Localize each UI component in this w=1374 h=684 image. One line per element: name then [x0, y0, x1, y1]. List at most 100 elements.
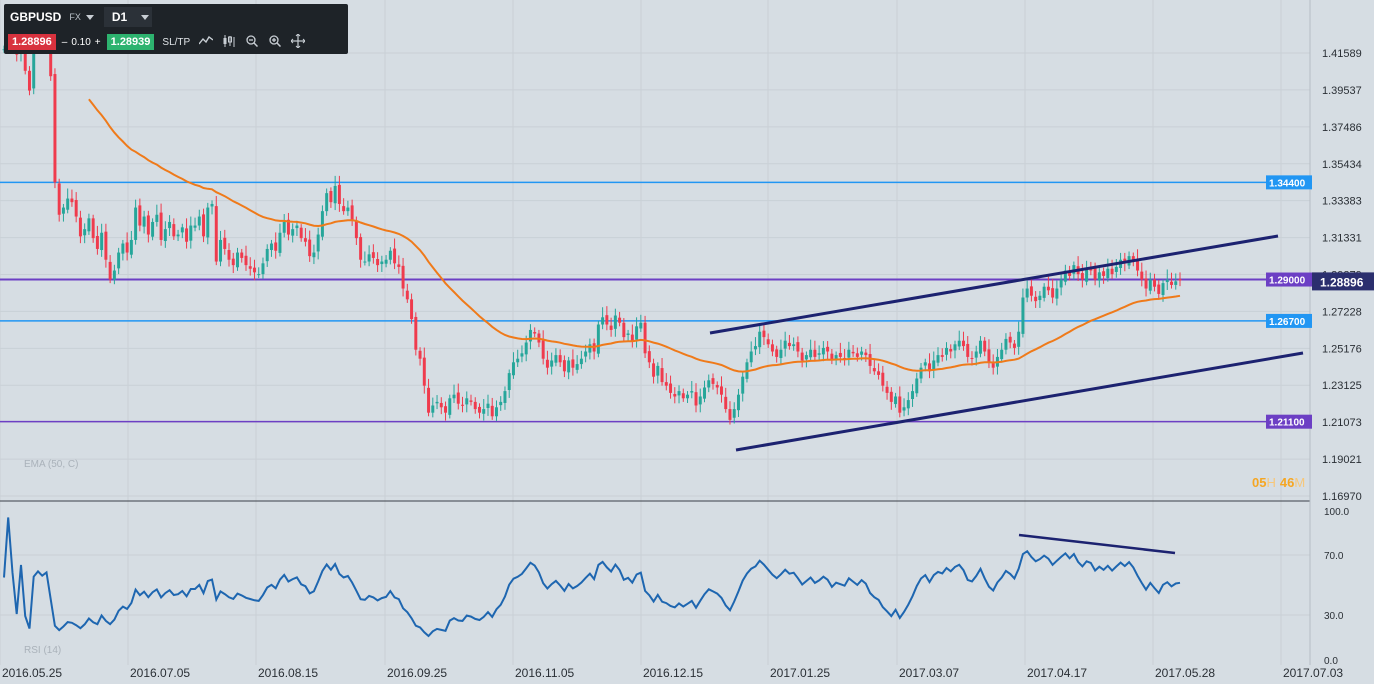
candle-body	[66, 198, 70, 210]
candle-body	[461, 404, 464, 406]
rsi-indicator-label[interactable]: RSI (14)	[24, 645, 61, 656]
symbol-selector[interactable]: GBPUSD	[10, 10, 62, 24]
candle-body	[1051, 288, 1055, 298]
trendlines[interactable]	[709, 234, 1304, 452]
candle-body	[100, 232, 104, 251]
chart-toolbar: GBPUSD FX D1 1.28896 – 0.10 + 1.28939 SL…	[4, 4, 348, 54]
rsi-line	[3, 517, 1181, 638]
candle-body	[121, 243, 125, 254]
sell-price-button[interactable]: 1.28896	[8, 34, 56, 50]
ema-indicator-label[interactable]: EMA (50, C)	[24, 459, 78, 470]
candle-body	[775, 349, 779, 357]
buy-price-button[interactable]: 1.28939	[106, 34, 155, 50]
candle-body	[703, 387, 706, 399]
line-chart-icon[interactable]	[198, 35, 214, 49]
candle-body	[112, 270, 116, 280]
candle-body	[214, 206, 218, 262]
candle-body	[223, 237, 227, 249]
candle-body	[647, 351, 651, 363]
candle-body	[1021, 297, 1025, 334]
candle-body	[707, 380, 711, 388]
candle-body	[635, 326, 639, 340]
candle-body	[1093, 268, 1097, 280]
price-axis-tick-label: 1.39537	[1322, 85, 1362, 97]
candle-body	[622, 322, 626, 338]
candle-body	[342, 206, 346, 212]
candle-body	[860, 351, 864, 355]
date-axis-tick-label: 2017.05.28	[1155, 666, 1215, 680]
candle-body	[456, 392, 460, 404]
candle-body	[138, 205, 142, 226]
candle-body	[320, 211, 324, 237]
candle-body	[397, 264, 401, 267]
spread-plus[interactable]: +	[94, 36, 101, 48]
candle-body	[478, 406, 481, 413]
candle-body	[282, 221, 286, 233]
candlesticks	[2, 21, 1182, 425]
market-label: FX	[69, 12, 81, 22]
candle-body	[957, 340, 961, 347]
candle-body	[308, 239, 312, 257]
candle-body	[991, 363, 995, 368]
price-axis[interactable]: 1.41589 1.39537 1.37486 1.35434 1.33383 1.313…	[1322, 48, 1362, 503]
upper-channel-line[interactable]	[709, 234, 1279, 335]
candles-icon[interactable]	[222, 34, 236, 50]
zoom-in-icon[interactable]	[268, 34, 282, 50]
candle-body	[1080, 273, 1084, 280]
candle-body	[940, 355, 944, 357]
timeframe-selector[interactable]: D1	[103, 7, 152, 27]
date-axis-tick-label: 2016.11.05	[515, 666, 574, 680]
candle-body	[274, 242, 278, 251]
candle-body	[499, 401, 503, 406]
date-axis[interactable]: 2016.05.25 2016.07.05 2016.08.15 2016.09.25…	[2, 666, 1343, 680]
candle-body	[1174, 281, 1178, 285]
price-axis-tick-label: 1.33383	[1322, 196, 1362, 208]
candle-body	[528, 329, 532, 342]
candle-body	[987, 349, 991, 363]
candle-body	[741, 376, 745, 394]
candle-body	[732, 409, 736, 418]
spread-minus[interactable]: –	[61, 36, 68, 48]
crosshair-icon[interactable]	[290, 32, 306, 51]
grid	[0, 0, 1310, 665]
candle-body	[405, 290, 409, 300]
rsi-axis: 100.0 70.0 30.0 0.0	[1324, 507, 1349, 667]
candle-body	[851, 351, 855, 354]
candle-body	[248, 266, 252, 269]
candle-body	[371, 252, 375, 258]
candle-body	[367, 254, 371, 262]
candle-body	[596, 324, 600, 354]
candle-body	[431, 405, 435, 413]
candle-body	[354, 221, 358, 239]
candle-body	[74, 199, 78, 217]
rsi-axis-tick-label: 70.0	[1324, 551, 1344, 562]
candle-body	[834, 355, 838, 361]
date-axis-tick-label: 2017.07.03	[1283, 666, 1343, 680]
candle-body	[961, 340, 965, 347]
candle-body	[550, 360, 554, 367]
sltp-button[interactable]: SL/TP	[162, 36, 191, 48]
zoom-out-icon[interactable]	[245, 34, 259, 50]
candle-body	[974, 351, 978, 358]
candle-body	[108, 261, 112, 280]
candle-body	[932, 360, 936, 371]
candle-body	[953, 344, 957, 351]
symbol-dropdown-icon[interactable]	[85, 14, 94, 20]
date-axis-tick-label: 2017.01.25	[770, 666, 830, 680]
candle-body	[1110, 268, 1114, 275]
lower-channel-line[interactable]	[735, 351, 1304, 452]
candle-body	[758, 331, 762, 348]
candle-body	[125, 242, 129, 253]
candle-body	[804, 355, 808, 360]
candle-body	[533, 332, 537, 334]
candle-body	[452, 394, 456, 399]
candle-body	[1148, 279, 1152, 291]
candle-body	[236, 252, 239, 268]
candle-body	[970, 357, 974, 359]
candle-body	[877, 371, 881, 375]
rsi-divergence-line[interactable]	[1018, 533, 1176, 555]
current-price-tag-bg	[1312, 272, 1374, 291]
candle-body	[346, 207, 350, 212]
